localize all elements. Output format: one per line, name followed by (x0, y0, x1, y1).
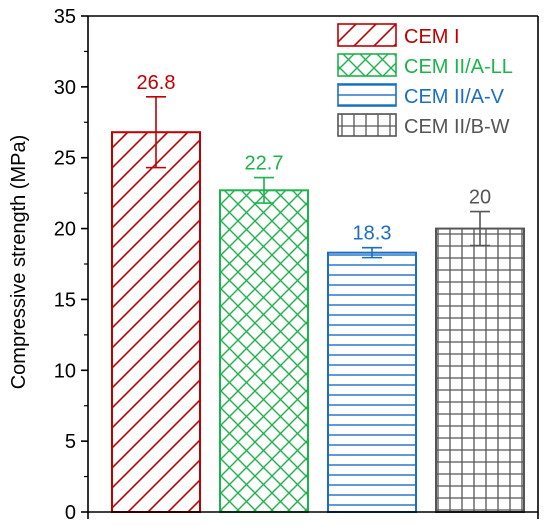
legend-label-cem-ii-b-w: CEM II/B-W (404, 116, 510, 138)
y-tick-label: 20 (54, 219, 76, 241)
y-tick-label: 35 (54, 6, 76, 28)
value-label-cem-ii-a-v: 18.3 (353, 223, 392, 245)
y-axis-label: Compressive strength (MPa) (8, 135, 30, 390)
bar-cem-ii-b-w (435, 227, 525, 513)
error-bar-cem-ii-b-w (470, 210, 490, 247)
y-tick-label: 15 (54, 289, 76, 311)
legend-label-cem-ii-a-v: CEM II/A-V (404, 86, 505, 108)
legend: CEM I CEM II/A-LL CEM II/A-V CEM II/B-W (337, 23, 513, 138)
y-tick-label: 0 (65, 502, 76, 524)
y-axis: 0 5 10 15 20 25 30 35 (54, 6, 539, 524)
bar-cem-ii-a-v (327, 251, 417, 513)
legend-swatch-cem-ii-a-ll (337, 53, 397, 77)
y-tick-label: 10 (54, 360, 76, 382)
bar-cem-i (111, 131, 201, 513)
legend-label-cem-ii-a-ll: CEM II/A-LL (404, 56, 513, 78)
value-label-cem-i: 26.8 (137, 72, 176, 94)
legend-swatch-cem-i (337, 23, 397, 47)
y-tick-label: 30 (54, 77, 76, 99)
legend-swatch-cem-ii-b-w (337, 113, 397, 137)
value-label-cem-ii-b-w: 20 (469, 187, 491, 209)
bar-cem-ii-a-ll (219, 189, 309, 514)
plot-area: 26.8 22.7 18.3 20 (111, 72, 525, 514)
legend-swatch-cem-ii-a-v (337, 83, 397, 107)
error-bar-cem-ii-a-ll (254, 176, 274, 204)
y-tick-label: 5 (65, 431, 76, 453)
legend-label-cem-i: CEM I (404, 26, 460, 48)
error-bar-cem-i (146, 95, 166, 169)
y-tick-label: 25 (54, 148, 76, 170)
value-label-cem-ii-a-ll: 22.7 (245, 153, 284, 175)
error-bar-cem-ii-a-v (362, 246, 382, 259)
